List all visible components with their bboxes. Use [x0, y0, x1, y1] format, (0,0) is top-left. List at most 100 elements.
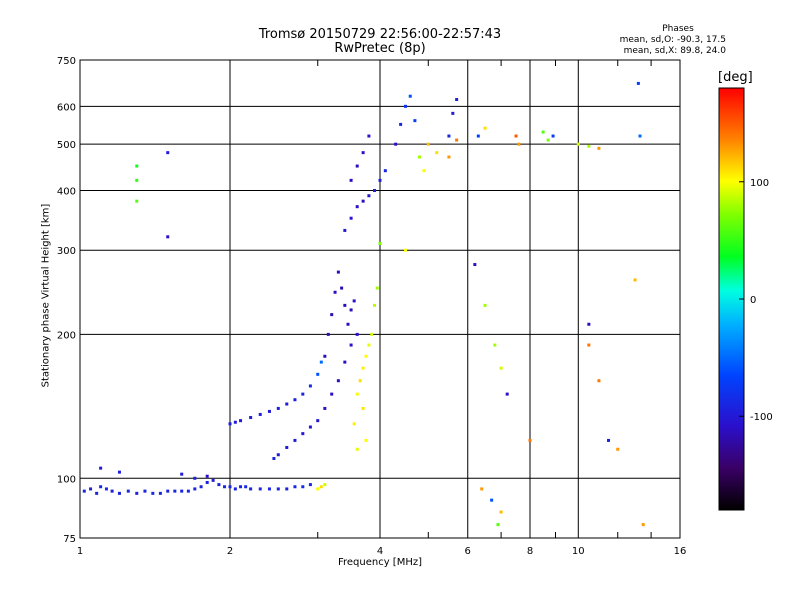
- data-point: [205, 474, 209, 478]
- x-tick-label: 4: [377, 546, 383, 557]
- data-point: [308, 425, 312, 429]
- data-point: [343, 228, 347, 232]
- data-point: [249, 416, 253, 420]
- data-point: [180, 472, 184, 476]
- data-point: [541, 130, 545, 134]
- y-axis-ticks: 75 100 200 300 400 500 600 750: [57, 56, 76, 545]
- data-point: [117, 491, 121, 495]
- data-point: [607, 438, 611, 442]
- data-point: [413, 119, 417, 123]
- data-point: [499, 510, 503, 514]
- stats-line-o: mean, sd,O: -90.3, 17.5: [619, 35, 726, 45]
- data-point: [244, 485, 248, 489]
- data-point: [367, 134, 371, 138]
- y-tick-label: 75: [63, 534, 76, 545]
- data-point: [476, 134, 480, 138]
- plot-grid: [80, 60, 680, 538]
- data-point: [180, 489, 184, 493]
- data-point: [355, 392, 359, 396]
- data-point: [258, 412, 262, 416]
- data-point: [293, 438, 297, 442]
- plot-frame: [79, 59, 681, 539]
- data-point: [422, 169, 426, 173]
- data-point: [403, 248, 407, 252]
- data-point: [326, 332, 330, 336]
- data-point: [135, 164, 139, 168]
- data-point: [378, 241, 382, 245]
- data-point: [587, 322, 591, 326]
- data-point: [426, 142, 430, 146]
- chart-subtitle: RwPretec (8p): [334, 41, 426, 56]
- colorbar-title: [deg]: [718, 70, 753, 85]
- data-point: [343, 303, 347, 307]
- data-point: [361, 151, 365, 155]
- x-axis-ticks: 1 2 4 6 8 10 16: [77, 60, 687, 557]
- colorbar-tick-label: 100: [750, 178, 769, 189]
- data-point: [330, 313, 334, 317]
- data-point: [239, 485, 243, 489]
- data-point: [89, 487, 93, 491]
- y-tick-label: 400: [57, 186, 76, 197]
- data-point: [597, 379, 601, 383]
- data-point: [361, 199, 365, 203]
- data-point: [228, 422, 232, 426]
- data-point: [193, 476, 197, 480]
- data-point: [355, 205, 359, 209]
- data-point: [373, 188, 377, 192]
- x-tick-label: 16: [674, 546, 687, 557]
- data-point: [228, 485, 232, 489]
- data-point: [490, 498, 494, 502]
- data-point: [597, 146, 601, 150]
- data-point: [636, 81, 640, 85]
- y-tick-label: 300: [57, 246, 76, 257]
- data-point: [551, 134, 555, 138]
- data-point: [587, 144, 591, 148]
- stats-line-x: mean, sd,X: 89.8, 24.0: [623, 46, 726, 56]
- data-point: [319, 485, 323, 489]
- data-point: [233, 487, 237, 491]
- data-point: [276, 487, 280, 491]
- data-point: [323, 354, 327, 358]
- data-point: [166, 151, 170, 155]
- data-point: [233, 420, 237, 424]
- data-point: [346, 322, 350, 326]
- data-point: [193, 487, 197, 491]
- data-point: [173, 489, 177, 493]
- data-point: [455, 98, 459, 102]
- y-tick-label: 500: [57, 140, 76, 151]
- data-point: [323, 406, 327, 410]
- data-point: [399, 122, 403, 126]
- data-point: [166, 489, 170, 493]
- data-point: [117, 470, 121, 474]
- data-point: [301, 392, 305, 396]
- data-point: [110, 489, 114, 493]
- data-point: [239, 419, 243, 423]
- data-point: [496, 523, 500, 527]
- data-point: [576, 142, 580, 146]
- data-point: [349, 343, 353, 347]
- data-point: [352, 422, 356, 426]
- data-point: [514, 134, 518, 138]
- data-point: [641, 523, 645, 527]
- x-tick-label: 2: [227, 546, 233, 557]
- data-point: [143, 489, 147, 493]
- phase-stats: Phases mean, sd,O: -90.3, 17.5 mean, sd,…: [608, 24, 726, 57]
- data-point: [638, 134, 642, 138]
- data-point: [364, 438, 368, 442]
- data-point: [95, 491, 99, 495]
- colorbar-tick-label: 0: [750, 295, 756, 306]
- data-point: [316, 372, 320, 376]
- colorbar-ticks: 100 0 -100: [739, 178, 773, 423]
- data-point: [285, 487, 289, 491]
- data-point: [499, 366, 503, 370]
- data-point: [316, 487, 320, 491]
- data-point: [104, 487, 108, 491]
- data-point: [370, 332, 374, 336]
- data-point: [361, 366, 365, 370]
- data-point: [455, 138, 459, 142]
- data-point: [473, 263, 477, 267]
- data-point: [135, 491, 139, 495]
- data-point: [99, 485, 103, 489]
- data-point: [319, 360, 323, 364]
- data-point: [267, 409, 271, 413]
